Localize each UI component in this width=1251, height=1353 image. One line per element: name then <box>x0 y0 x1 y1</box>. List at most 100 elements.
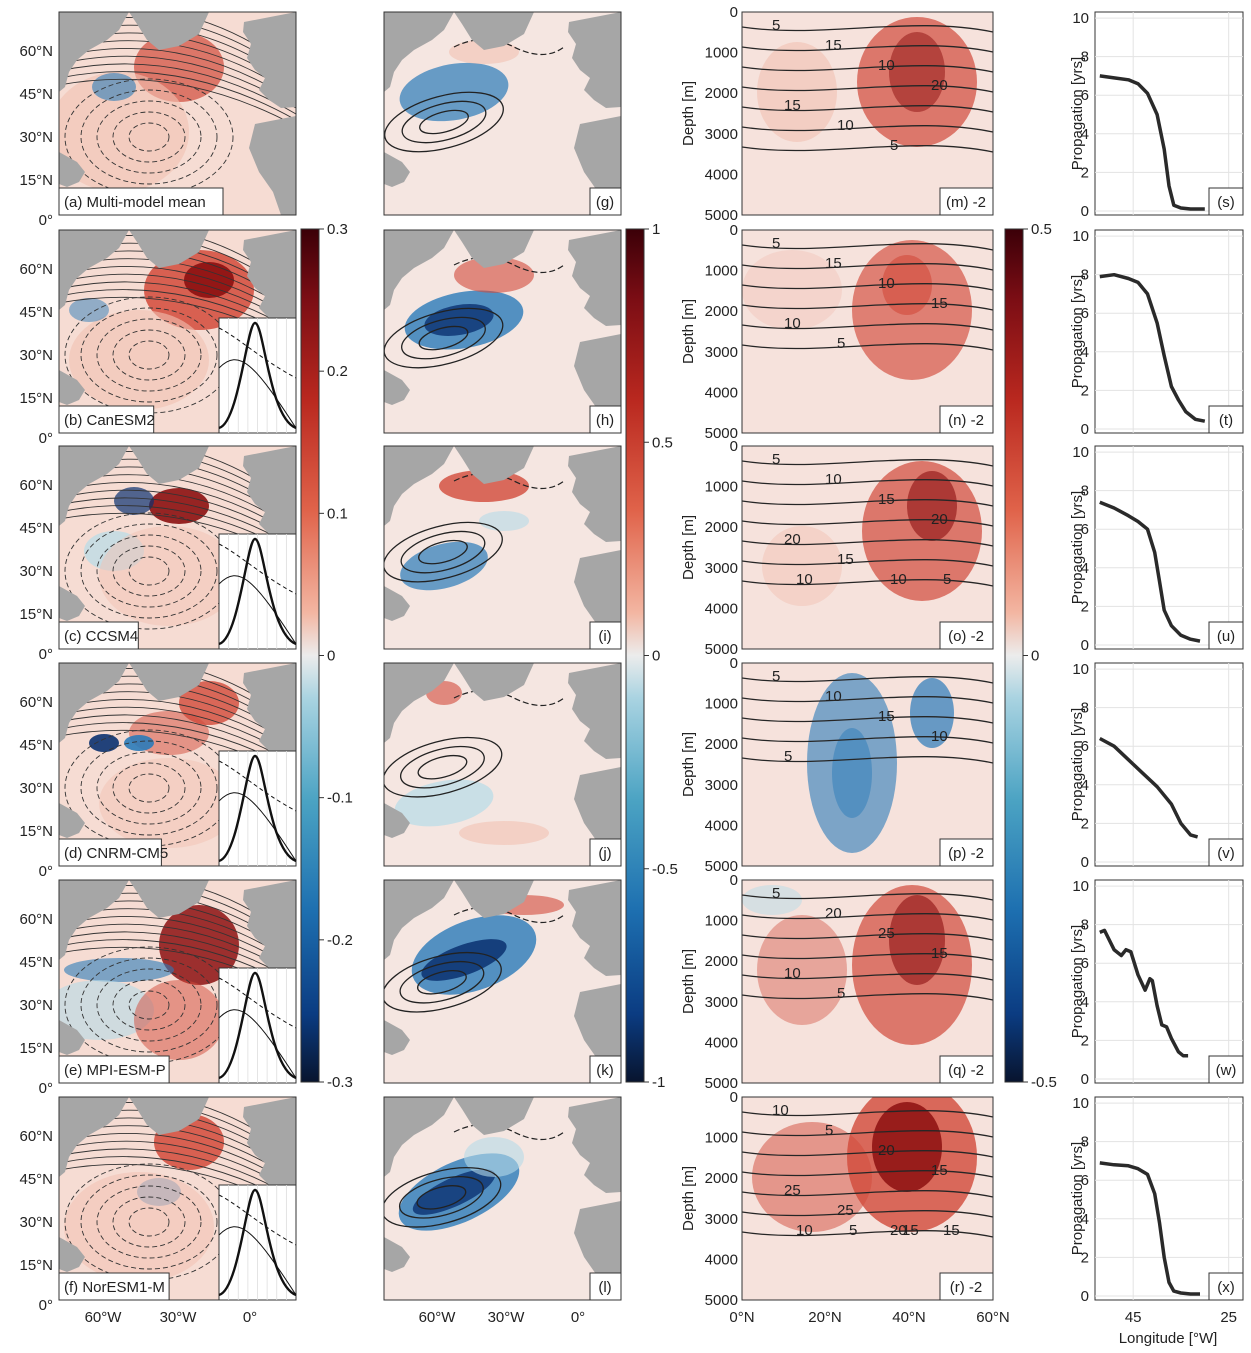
isopycnal-contour <box>742 1170 993 1178</box>
contour-value-label: 5 <box>772 451 780 468</box>
propagation-tick-label: 2 <box>1081 1032 1089 1049</box>
contour-value-label: 10 <box>878 57 895 74</box>
contour-value-label: 15 <box>825 37 842 54</box>
regression-panel-label: (k) <box>589 1055 622 1084</box>
contour-value-label: 25 <box>878 925 895 942</box>
lat-tick-label: 60°N <box>19 477 53 494</box>
slp-contour <box>59 63 296 115</box>
depth-tick-label: 0 <box>730 872 738 889</box>
lat-tick-label: 45°N <box>19 520 53 537</box>
depth-tick-label: 4000 <box>705 1034 738 1051</box>
field-anomaly <box>872 1102 942 1192</box>
slp-contour <box>80 740 218 836</box>
field-anomaly <box>889 32 945 112</box>
land-mass <box>384 152 410 187</box>
slp-contour <box>80 307 218 403</box>
label-box <box>58 838 162 867</box>
circulation-contour <box>401 100 487 144</box>
depth-tick-label: 1000 <box>705 45 738 62</box>
map-panel: (a) Multi-model mean <box>58 11 297 216</box>
contour-value-label: 20 <box>784 531 801 548</box>
lat-tick-label: 0° <box>39 1080 53 1097</box>
field-anomaly <box>832 728 872 818</box>
panel-label-text: (g) <box>596 194 614 211</box>
isopycnal-contour <box>742 1130 993 1138</box>
colorbar-tick-label: -0.2 <box>327 932 353 949</box>
propagation-tick-label: 4 <box>1081 560 1089 577</box>
circulation-contour <box>384 736 503 798</box>
colorbar-tick-label: 0 <box>327 648 335 665</box>
propagation-tick-label: 0 <box>1081 203 1089 220</box>
contour-value-label: 25 <box>784 1182 801 1199</box>
land-mass <box>243 663 296 759</box>
propagation-tick-label: 0 <box>1081 1288 1089 1305</box>
propagation-tick-label: 2 <box>1081 815 1089 832</box>
land-mass <box>454 12 534 50</box>
circulation-contour <box>416 969 467 995</box>
section-panel-label: (o) -2 <box>939 621 994 650</box>
field-anomaly <box>124 735 154 751</box>
propagation-frame <box>1094 662 1244 867</box>
circulation-contour-dashed <box>453 906 565 924</box>
panel-label-text: (f) NorESM1-M <box>64 1279 165 1296</box>
propagation-axis-label: Propagation [yrs] <box>1069 1142 1086 1255</box>
contour-value-label: 15 <box>902 1222 919 1239</box>
circulation-contour-dashed <box>453 689 565 707</box>
field-anomaly <box>459 821 549 845</box>
land-mass <box>384 1237 410 1272</box>
lat-tick-label: 30°N <box>19 563 53 580</box>
panel-label-text: (b) CanESM2 <box>64 412 155 429</box>
propagation-tick-label: 10 <box>1072 661 1089 678</box>
regression-panel: (i) <box>383 445 622 650</box>
panel-label-text: (c) CCSM4 <box>64 628 138 645</box>
propagation-axis-label: Propagation [yrs] <box>1069 57 1086 170</box>
propagation-tick-label: 10 <box>1072 444 1089 461</box>
land-mass <box>243 230 296 326</box>
lat-tick-label: 30°N <box>19 997 53 1014</box>
isopycnal-contour <box>742 343 993 351</box>
label-box <box>939 1055 994 1084</box>
panel-label-text: (k) <box>596 1062 614 1079</box>
field-anomaly <box>762 526 842 606</box>
propagation-tick-label: 6 <box>1081 1172 1089 1189</box>
regression-content <box>384 230 621 433</box>
field-anomaly <box>149 488 209 524</box>
contour-value-label: 10 <box>784 315 801 332</box>
colorbar-regression: 1 0.5 0 -0.5 -1 <box>625 221 678 1091</box>
propagation-frame <box>1094 1096 1244 1301</box>
slp-contour <box>128 340 170 370</box>
section-content: 5 15 10 15 10 5 <box>742 230 993 433</box>
slp-contour <box>112 979 186 1031</box>
land-mass <box>568 880 621 976</box>
panel-label-text: (e) MPI-ESM-P <box>64 1062 166 1079</box>
contour-value-label: 10 <box>890 571 907 588</box>
slp-contour <box>59 714 296 766</box>
map-panel: (f) NorESM1-M <box>58 1096 297 1301</box>
lat-tick-label: 60°N <box>19 261 53 278</box>
regression-panel: (j) <box>383 662 622 867</box>
field-anomaly <box>114 487 154 515</box>
isopycnal-contour <box>742 993 993 1001</box>
regression-frame <box>383 229 622 434</box>
lat-tick-label: 45°N <box>19 1171 53 1188</box>
lat-tick-label: 15°N <box>19 606 53 623</box>
section-frame <box>741 662 994 867</box>
isopycnal-contour <box>742 145 993 153</box>
colorbar-gradient <box>625 228 645 1083</box>
propagation-line <box>1099 928 1189 1058</box>
contour-value-label: 5 <box>772 668 780 685</box>
colorbar-tick-label: 1 <box>652 221 660 238</box>
inset-curve-dashed <box>218 977 297 1029</box>
label-box <box>58 187 224 216</box>
circulation-contour <box>400 745 485 789</box>
circulation-contour <box>418 325 469 351</box>
lat-tick-label: 0° <box>39 430 53 447</box>
lat-tick-label: 15°N <box>19 823 53 840</box>
depth-tick-label: 5000 <box>705 207 738 224</box>
depth-tick-label: 2000 <box>705 85 738 102</box>
regression-panel: (h) <box>383 229 622 434</box>
slp-contour <box>59 931 296 983</box>
circulation-contour <box>418 539 468 565</box>
map-panel-label: (b) CanESM2 <box>58 405 155 434</box>
field-anomaly <box>394 779 494 827</box>
